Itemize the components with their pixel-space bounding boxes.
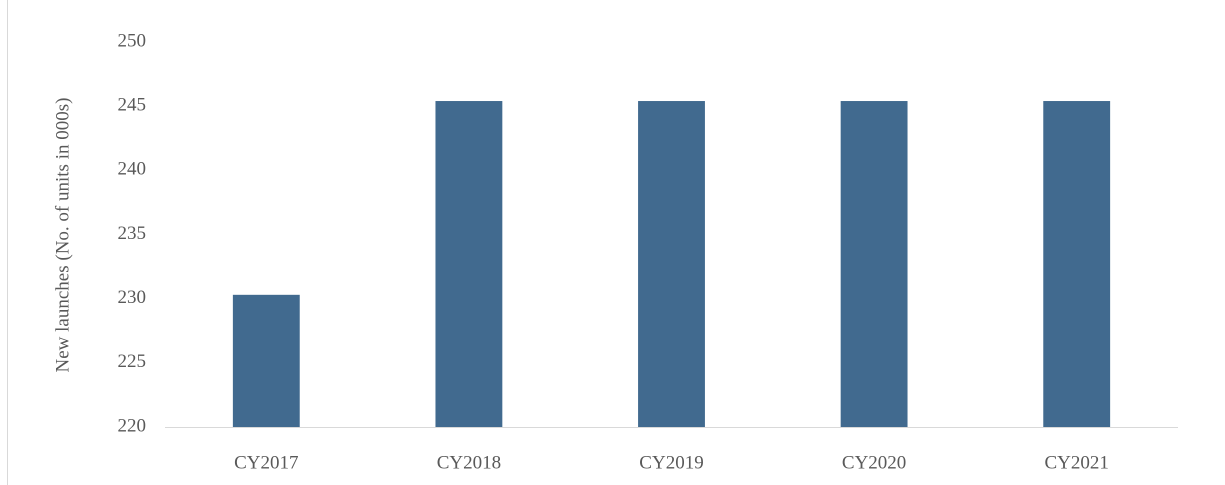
x-tick-label: CY2018: [437, 452, 501, 473]
y-tick-label: 225: [118, 351, 147, 372]
y-axis-label: New launches (No. of units in 000s): [52, 98, 73, 373]
bar: [1043, 101, 1111, 428]
bar: [232, 294, 300, 427]
y-tick-label: 250: [118, 30, 147, 51]
y-tick-label: 220: [118, 415, 147, 436]
bar: [435, 101, 503, 428]
x-tick-label: CY2020: [842, 452, 906, 473]
bar: [638, 101, 705, 428]
bar: [840, 101, 908, 428]
x-tick-label: CY2021: [1044, 452, 1108, 473]
x-tick-label: CY2017: [234, 452, 298, 473]
x-tick-label: CY2019: [639, 452, 703, 473]
y-tick-label: 230: [118, 287, 147, 308]
y-tick-label: 235: [118, 223, 147, 244]
y-tick-label: 245: [118, 95, 147, 116]
y-tick-label: 240: [118, 159, 147, 180]
